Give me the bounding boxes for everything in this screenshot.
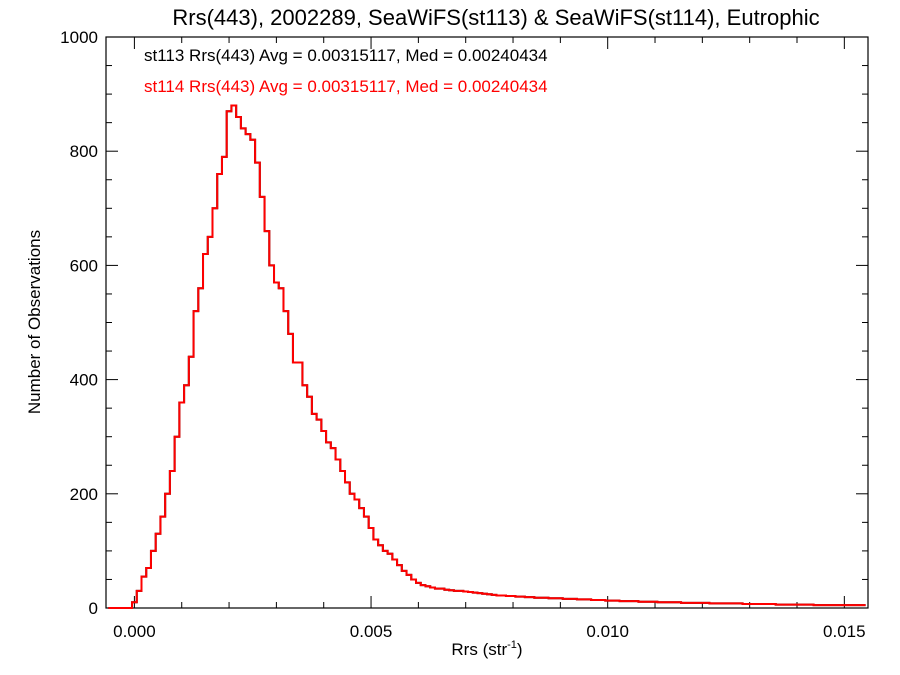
x-tick-label: 0.010 [586,622,629,641]
series-line-st113 [108,104,866,609]
x-tick-label: 0.005 [350,622,393,641]
x-tick-label: 0.000 [113,622,156,641]
axis-ticks [106,36,868,609]
stats-text-st114: st114 Rrs(443) Avg = 0.00315117, Med = 0… [144,77,548,96]
x-axis-label: Rrs (str-1) [451,639,522,659]
y-axis-label: Number of Observations [25,230,44,414]
y-tick-label: 600 [70,256,98,275]
y-tick-label: 1000 [60,28,98,47]
y-tick-label: 400 [70,371,98,390]
y-tick-label: 800 [70,142,98,161]
axis-tick-labels: 0.000 0.005 0.010 0.015 0 200 400 600 800 1000 [60,28,865,641]
y-tick-label: 0 [89,599,98,618]
plot-frame [105,36,869,609]
stats-text-st113: st113 Rrs(443) Avg = 0.00315117, Med = 0… [144,46,548,65]
series-line-st114 [108,104,866,609]
chart-title: Rrs(443), 2002289, SeaWiFS(st113) & SeaW… [172,5,819,30]
x-tick-label: 0.015 [823,622,866,641]
y-tick-label: 200 [70,485,98,504]
